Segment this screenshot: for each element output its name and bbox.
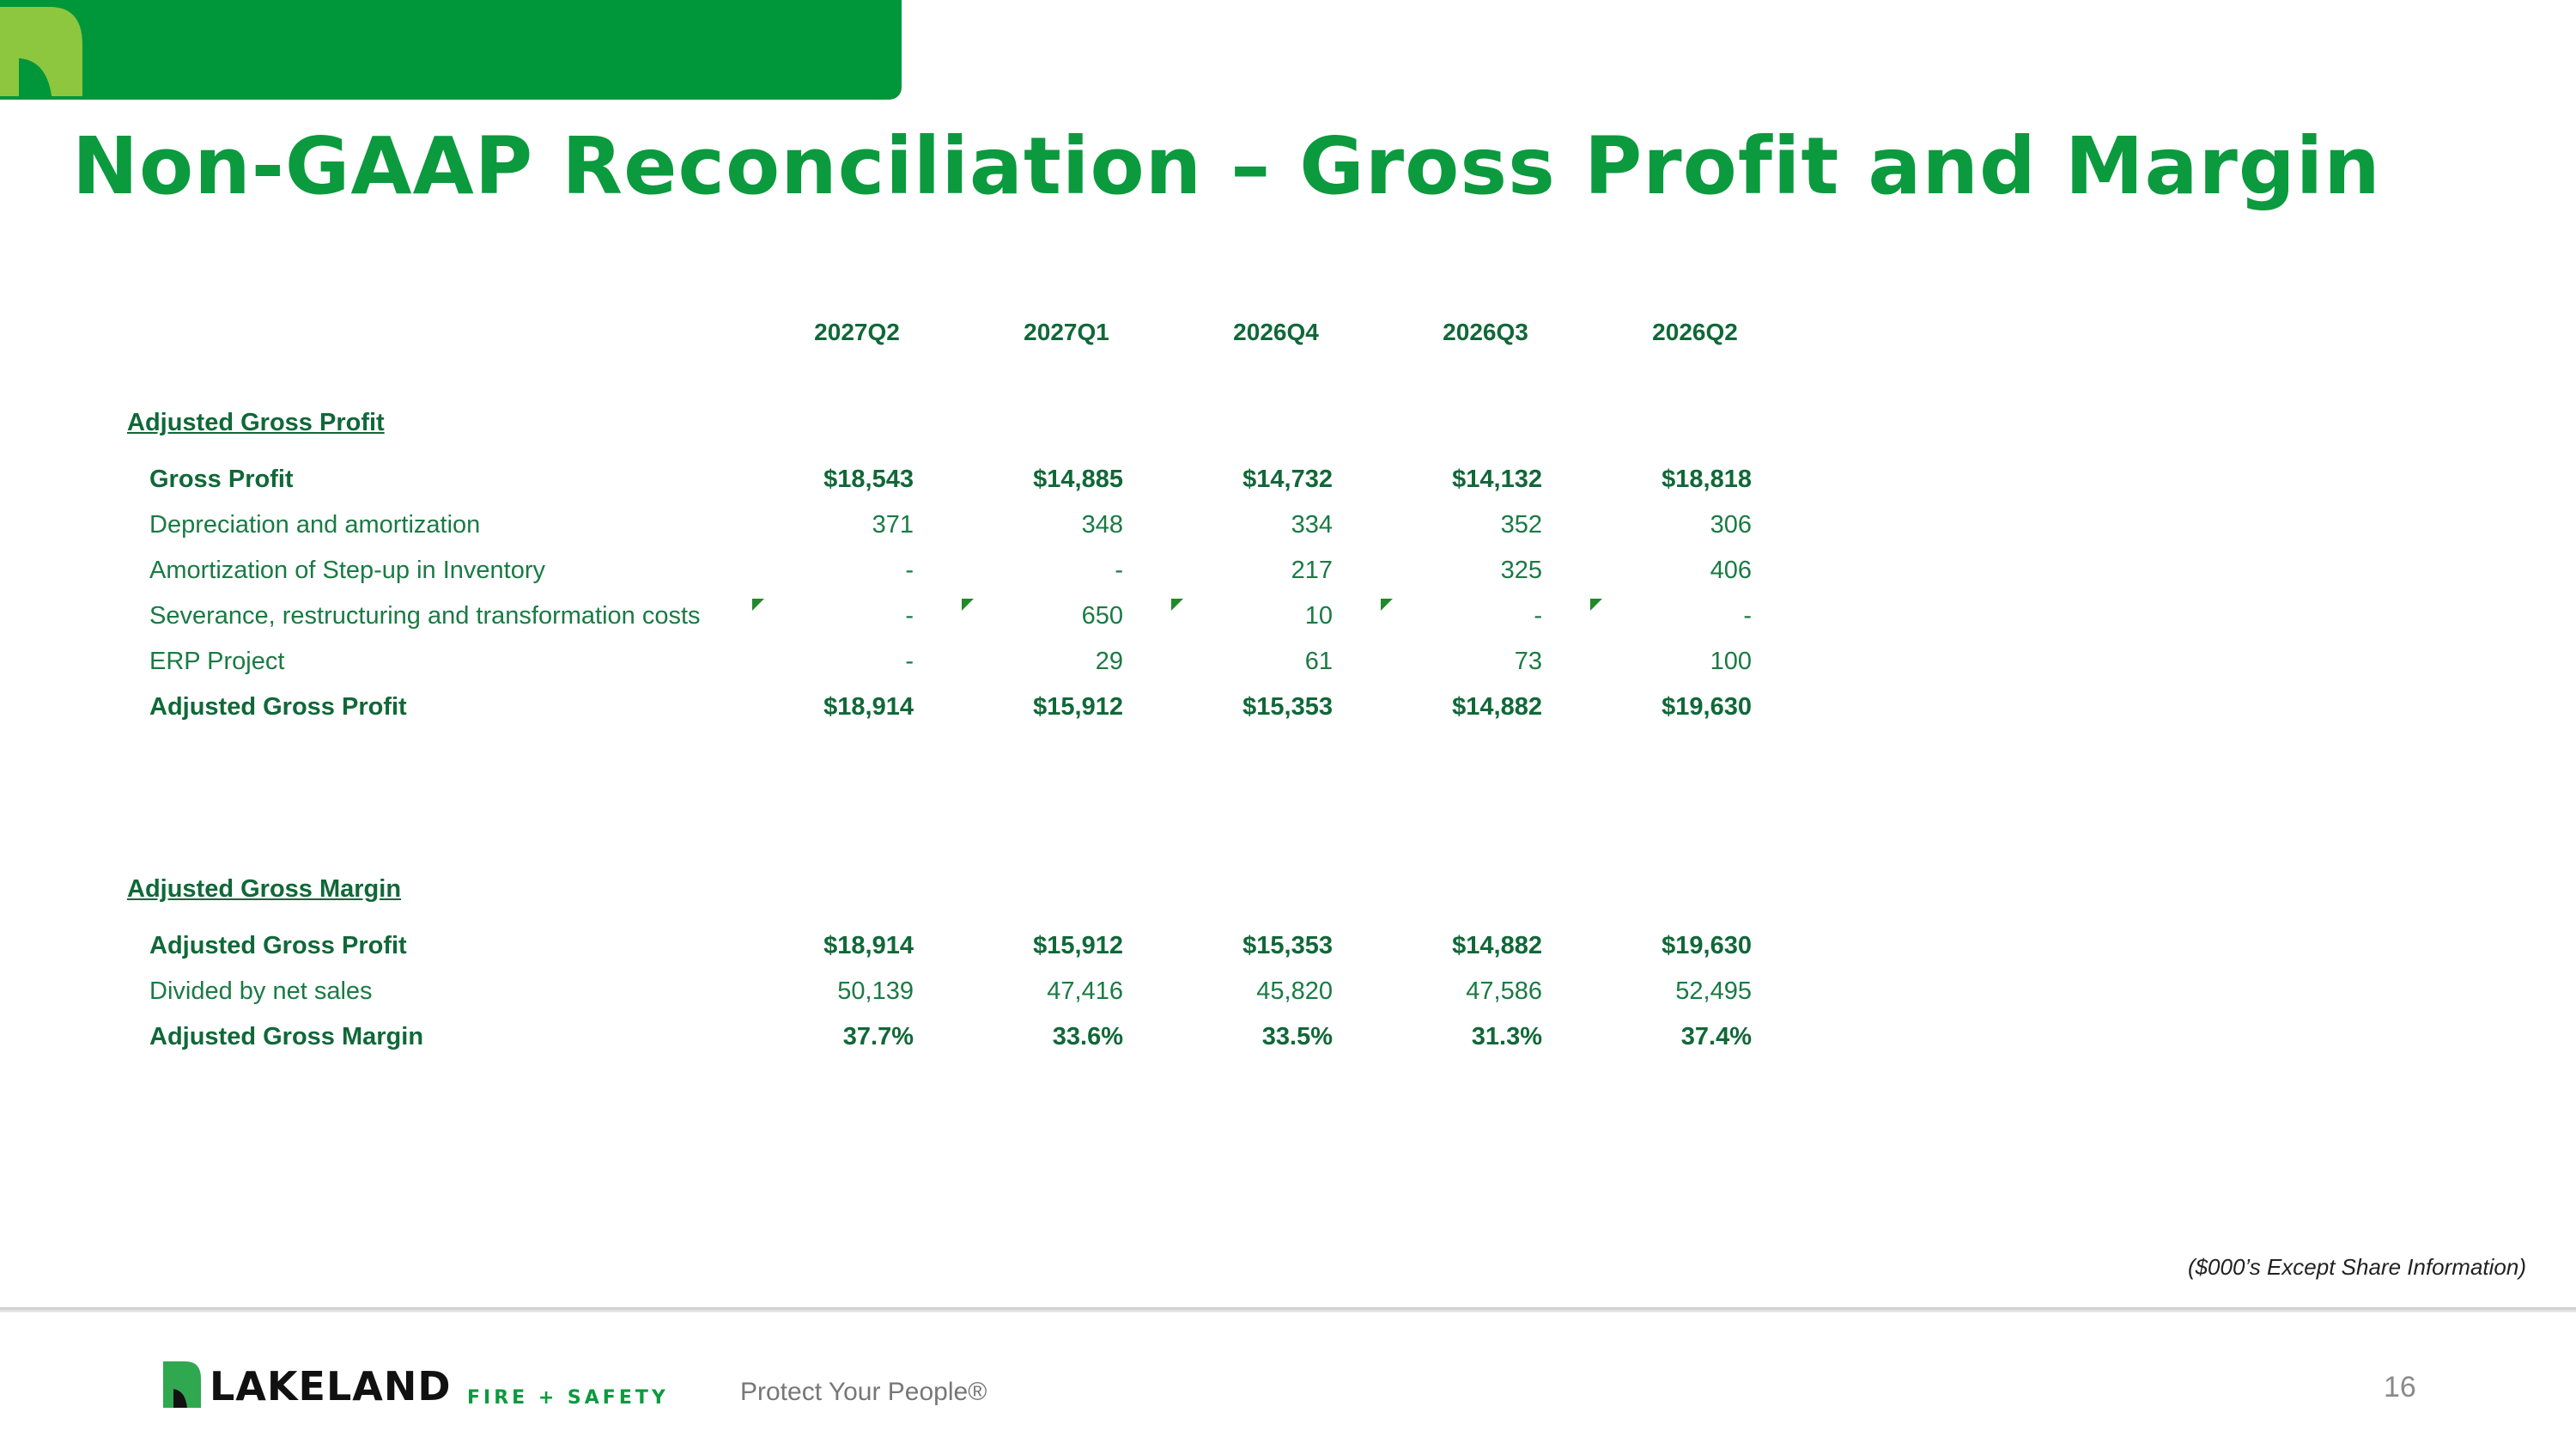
table-cell: 371 [872,511,914,539]
table-cell: $14,882 [1452,932,1542,959]
table-cell: 73 [1514,648,1542,675]
tagline: Protect Your People® [740,1378,987,1406]
table-cell: 52,495 [1675,977,1752,1005]
comment-marker-icon [752,599,764,611]
table-cell: 325 [1500,557,1542,584]
table-cell: 33.5% [1261,1023,1333,1050]
row-label: Adjusted Gross Profit [149,932,407,959]
column-header: 2026Q2 [1652,319,1738,345]
table-cell: $14,732 [1242,466,1333,493]
table-cell: 406 [1710,557,1752,584]
table-cell: - [1115,557,1123,584]
table-cell: $18,914 [823,932,914,959]
brand-subtitle: FIRE + SAFETY [467,1387,669,1409]
table-cell: 31.3% [1471,1023,1542,1050]
table-cell: 650 [1081,602,1123,630]
column-header: 2026Q4 [1233,319,1319,345]
brand-name: LAKELAND [210,1363,452,1409]
table-cell: $15,912 [1033,932,1123,959]
comment-marker-icon [1590,599,1602,611]
comment-marker-icon [1171,599,1183,611]
section-heading: Adjusted Gross Margin [127,875,402,903]
comment-marker-icon [962,599,974,611]
footer-divider [0,1307,2576,1312]
table-cell: $15,912 [1033,693,1123,721]
table-cell: 352 [1500,511,1542,539]
table-cell: $14,885 [1033,466,1123,493]
table-cell: 29 [1095,648,1123,675]
row-label: Amortization of Step-up in Inventory [149,557,546,584]
table-cell: $15,353 [1242,693,1333,721]
table-cell: - [1534,602,1542,630]
table-cell: $19,630 [1662,932,1752,959]
column-header: 2026Q3 [1443,319,1528,345]
slide-title: Non-GAAP Reconciliation – Gross Profit a… [72,120,2381,212]
table-cell: 47,586 [1466,977,1542,1005]
table-cell: $18,914 [823,693,914,721]
table-cell: $18,543 [823,466,914,493]
row-label: ERP Project [149,648,285,675]
footnote: ($000’s Except Share Information) [2187,1254,2526,1280]
row-label: Divided by net sales [149,977,373,1005]
table-cell: 217 [1291,557,1333,584]
table-cell: 306 [1710,511,1752,539]
table-cell: 61 [1304,648,1333,675]
row-label: Gross Profit [149,466,294,493]
row-label: Adjusted Gross Profit [149,693,407,721]
leaf-logo-icon [0,7,82,96]
table-cell: $15,353 [1242,932,1333,959]
table-cell: 37.7% [842,1023,914,1050]
page-number: 16 [2384,1371,2416,1403]
column-header: 2027Q2 [814,319,900,345]
table-cell: $14,132 [1452,466,1542,493]
row-label: Depreciation and amortization [149,511,481,539]
leaf-brand-icon [163,1361,201,1408]
table-cell: 100 [1710,648,1752,675]
table-cell: 50,139 [837,977,914,1005]
section-heading: Adjusted Gross Profit [127,409,385,436]
row-label: Adjusted Gross Margin [149,1023,424,1050]
row-label: Severance, restructuring and transformat… [149,602,701,630]
table-cell: 47,416 [1047,977,1123,1005]
table-cell: 45,820 [1256,977,1333,1005]
table-cell: - [905,602,914,630]
table-cell: - [1743,602,1752,630]
comment-marker-icon [1381,599,1393,611]
table-cell: 37.4% [1680,1023,1752,1050]
table-cell: $19,630 [1662,693,1752,721]
table-cell: - [905,557,914,584]
table-cell: $18,818 [1662,466,1752,493]
table-cell: 334 [1291,511,1333,539]
table-cell: 33.6% [1052,1023,1123,1050]
table-cell: $14,882 [1452,693,1542,721]
table-cell: 10 [1304,602,1333,630]
table-cell: - [905,648,914,675]
table-cell: 348 [1081,511,1123,539]
reconciliation-table: 2027Q2 2027Q1 2026Q4 2026Q3 2026Q2 Adjusted G… [127,319,1752,1050]
column-header: 2027Q1 [1024,319,1109,345]
header-bar [0,0,902,100]
